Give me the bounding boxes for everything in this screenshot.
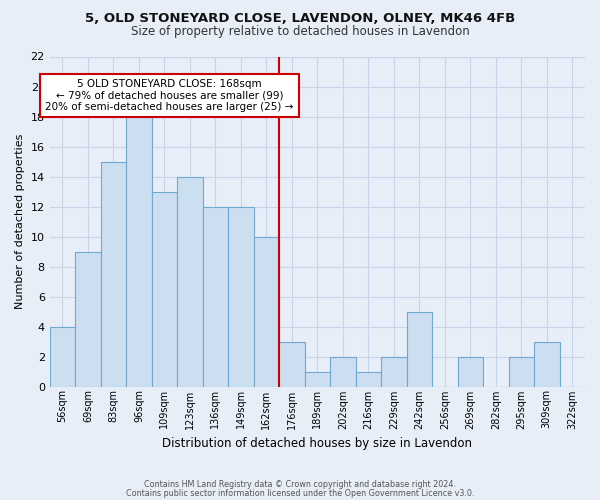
Bar [152,192,177,386]
Bar [228,206,254,386]
Bar [50,326,75,386]
Bar [330,356,356,386]
Bar [126,116,152,386]
Bar [177,176,203,386]
Y-axis label: Number of detached properties: Number of detached properties [15,134,25,309]
Text: 5 OLD STONEYARD CLOSE: 168sqm
← 79% of detached houses are smaller (99)
20% of s: 5 OLD STONEYARD CLOSE: 168sqm ← 79% of d… [45,79,293,112]
Bar [356,372,381,386]
Bar [101,162,126,386]
Text: Contains public sector information licensed under the Open Government Licence v3: Contains public sector information licen… [126,488,474,498]
Bar [534,342,560,386]
Bar [75,252,101,386]
Text: Size of property relative to detached houses in Lavendon: Size of property relative to detached ho… [131,25,469,38]
Bar [254,236,279,386]
Bar [305,372,330,386]
Bar [458,356,483,386]
Bar [279,342,305,386]
Bar [203,206,228,386]
Bar [407,312,432,386]
Text: Contains HM Land Registry data © Crown copyright and database right 2024.: Contains HM Land Registry data © Crown c… [144,480,456,489]
X-axis label: Distribution of detached houses by size in Lavendon: Distribution of detached houses by size … [163,437,472,450]
Bar [381,356,407,386]
Bar [509,356,534,386]
Text: 5, OLD STONEYARD CLOSE, LAVENDON, OLNEY, MK46 4FB: 5, OLD STONEYARD CLOSE, LAVENDON, OLNEY,… [85,12,515,26]
